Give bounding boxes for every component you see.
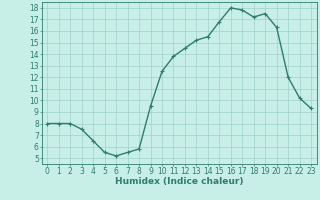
X-axis label: Humidex (Indice chaleur): Humidex (Indice chaleur): [115, 177, 244, 186]
